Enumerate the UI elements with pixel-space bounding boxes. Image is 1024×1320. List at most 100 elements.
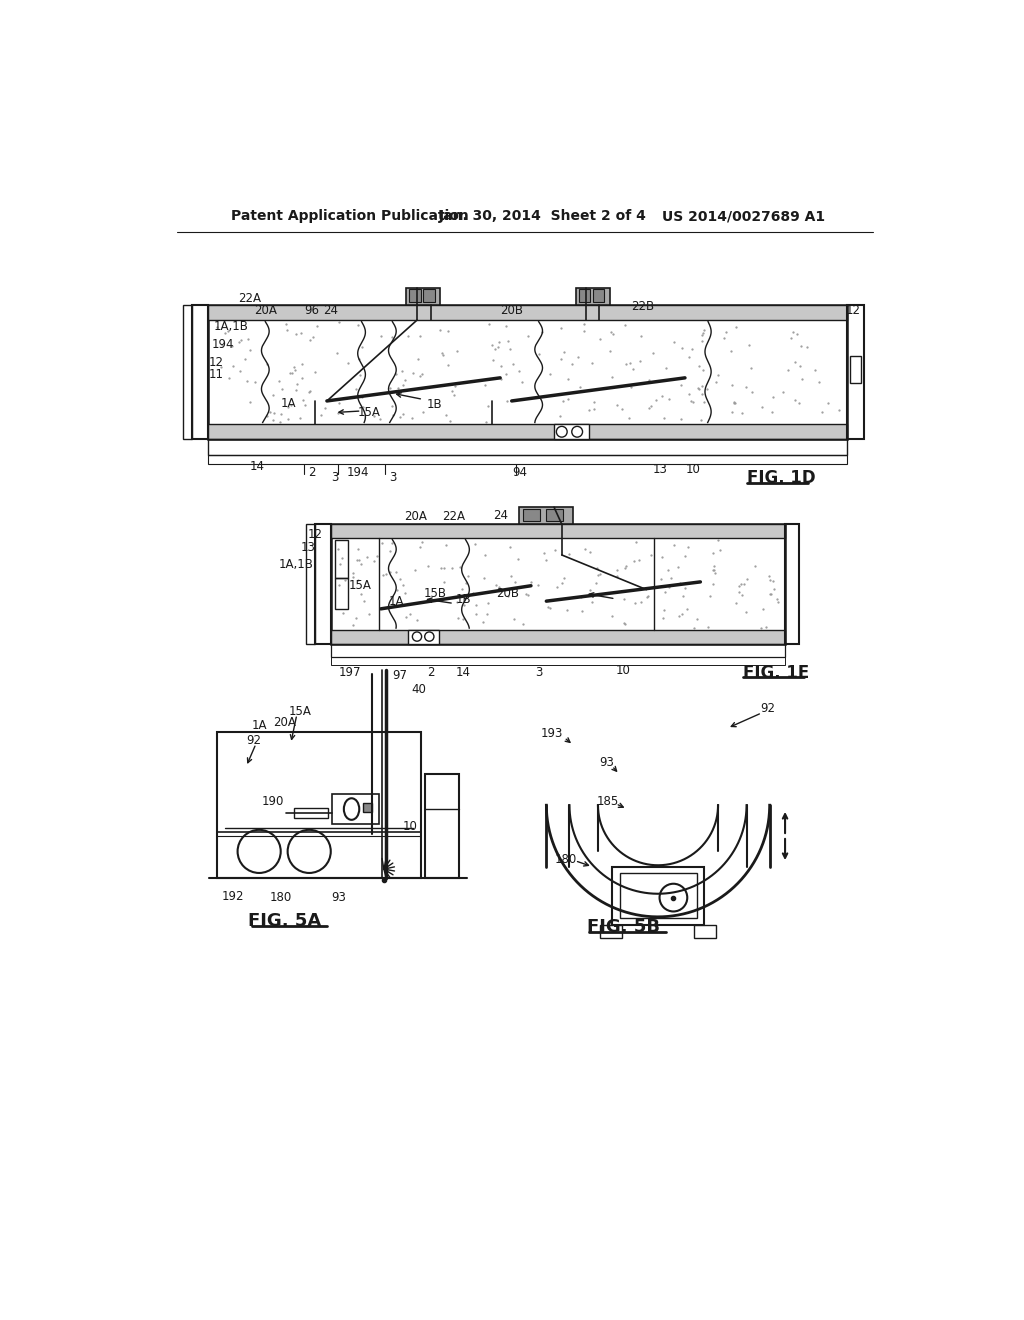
Text: 13: 13 [653, 463, 668, 477]
Text: 20B: 20B [500, 304, 523, 317]
Text: 93: 93 [599, 756, 613, 770]
Text: 12: 12 [846, 304, 860, 317]
Bar [208, 424, 847, 440]
Text: 12: 12 [209, 356, 224, 370]
Bar [593, 289, 604, 302]
Bar [407, 288, 440, 305]
Bar [208, 305, 847, 321]
Text: Patent Application Publication: Patent Application Publication [230, 209, 468, 223]
Text: 97: 97 [392, 669, 408, 682]
Text: 15A: 15A [348, 579, 372, 593]
Text: 1B: 1B [427, 399, 442, 412]
Text: 3: 3 [389, 471, 396, 484]
Text: 3: 3 [535, 667, 543, 680]
Bar [847, 305, 863, 440]
Text: 185: 185 [597, 795, 620, 808]
Bar [331, 524, 785, 644]
Text: 3: 3 [331, 471, 338, 484]
Bar [208, 440, 847, 455]
Bar [335, 578, 348, 609]
Text: 13: 13 [300, 541, 315, 554]
Bar [208, 455, 847, 465]
Text: 2: 2 [427, 667, 434, 680]
Text: 92: 92 [246, 734, 261, 747]
Text: 24: 24 [324, 304, 338, 317]
Text: 180: 180 [269, 891, 292, 904]
Text: 14: 14 [456, 667, 471, 680]
Text: 20A: 20A [404, 510, 427, 523]
Text: 190: 190 [262, 795, 285, 808]
Bar [554, 424, 589, 440]
Bar [331, 524, 785, 539]
Text: 1A: 1A [252, 718, 267, 731]
Text: 180: 180 [554, 853, 577, 866]
Text: 1A,1B: 1A,1B [279, 557, 313, 570]
Text: 15A: 15A [289, 705, 311, 718]
Bar [217, 733, 421, 878]
Text: 20A: 20A [273, 717, 296, 730]
Bar [519, 507, 573, 524]
Bar [575, 288, 609, 305]
Text: 2: 2 [308, 466, 315, 479]
Text: US 2014/0027689 A1: US 2014/0027689 A1 [662, 209, 825, 223]
Bar [306, 524, 315, 644]
Text: FIG. 5B: FIG. 5B [587, 917, 659, 936]
Bar [331, 657, 785, 665]
Text: 14: 14 [250, 459, 265, 473]
Text: 96: 96 [304, 304, 319, 317]
Bar [410, 289, 421, 302]
Bar [694, 924, 716, 939]
Bar [579, 289, 590, 302]
Text: 15A: 15A [357, 407, 381, 418]
Bar [315, 524, 331, 644]
Bar [547, 508, 563, 521]
Bar [423, 289, 435, 302]
Text: 197: 197 [339, 667, 361, 680]
Text: FIG. 1E: FIG. 1E [742, 664, 809, 681]
Text: 22A: 22A [239, 292, 261, 305]
Bar [611, 867, 705, 924]
Bar [193, 305, 208, 440]
Bar [600, 924, 622, 939]
Bar [333, 793, 379, 825]
Bar [294, 808, 329, 818]
Text: Jan. 30, 2014  Sheet 2 of 4: Jan. 30, 2014 Sheet 2 of 4 [438, 209, 646, 223]
Text: 20A: 20A [254, 304, 276, 317]
Bar [331, 644, 785, 657]
Text: 10: 10 [685, 463, 700, 477]
Text: 1A,1B: 1A,1B [214, 319, 249, 333]
Text: 194: 194 [346, 466, 369, 479]
Text: 11: 11 [209, 367, 224, 380]
Text: 192: 192 [222, 890, 244, 903]
Text: 1B: 1B [456, 593, 471, 606]
Text: 15B: 15B [423, 587, 446, 601]
Bar [364, 803, 373, 812]
Text: 94: 94 [512, 466, 527, 479]
Text: 194: 194 [211, 338, 233, 351]
Text: 40: 40 [412, 684, 427, 696]
Bar [425, 775, 460, 878]
Text: 1A: 1A [388, 594, 403, 607]
Text: 1A: 1A [281, 397, 296, 409]
Text: 20B: 20B [497, 587, 519, 601]
Bar [785, 524, 799, 644]
Bar [523, 508, 541, 521]
Text: 10: 10 [402, 820, 418, 833]
Text: 22B: 22B [631, 300, 654, 313]
Bar [620, 873, 696, 917]
Text: 24: 24 [493, 510, 508, 523]
Text: FIG. 1D: FIG. 1D [746, 469, 815, 487]
Text: 92: 92 [761, 702, 775, 714]
Text: 93: 93 [331, 891, 346, 904]
Bar [208, 305, 847, 440]
Text: 193: 193 [541, 727, 563, 741]
Bar [408, 630, 438, 644]
Text: 12: 12 [308, 528, 323, 541]
Bar [331, 630, 785, 644]
Text: 22A: 22A [442, 510, 466, 523]
Bar [183, 305, 193, 440]
Bar [850, 356, 860, 383]
Bar [335, 540, 348, 578]
Text: FIG. 5A: FIG. 5A [248, 912, 322, 929]
Text: 10: 10 [615, 664, 631, 677]
